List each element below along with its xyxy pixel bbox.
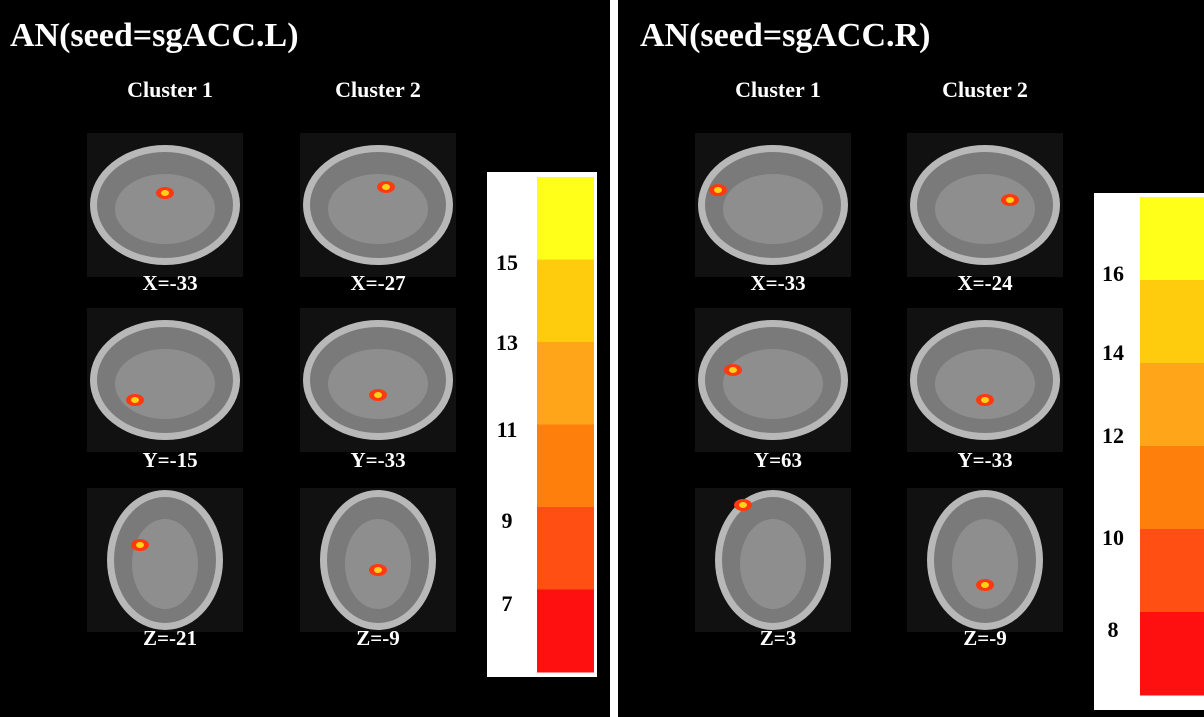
slice-label: Z=-9 xyxy=(963,626,1006,650)
colorbar-tick-label: 15 xyxy=(496,250,518,275)
brain-slice xyxy=(87,133,243,277)
slice-label: Y=-33 xyxy=(957,448,1012,472)
brain-slice xyxy=(300,488,456,632)
brain-inner xyxy=(935,174,1035,244)
cluster-header: Cluster 1 xyxy=(735,77,821,102)
slice-label: X=-24 xyxy=(957,271,1013,295)
activation-core xyxy=(1006,197,1014,203)
colorbar-band xyxy=(1140,280,1204,364)
colorbar-tick-label: 11 xyxy=(497,417,518,442)
brain-inner xyxy=(952,519,1018,609)
brain-slice xyxy=(87,308,243,452)
activation-core xyxy=(131,397,139,403)
colorbar-band xyxy=(1140,363,1204,447)
slice-label: Y=-15 xyxy=(142,448,197,472)
slice-label: Y=63 xyxy=(754,448,802,472)
activation-core xyxy=(729,367,737,373)
colorbar-band xyxy=(537,260,594,343)
activation-core xyxy=(739,502,747,508)
figure: AN(seed=sgACC.L) Cluster 1 Cluster 2 X=-33 X… xyxy=(0,0,1204,717)
colorbar-band xyxy=(537,507,594,590)
brain-slice xyxy=(695,488,851,632)
activation-core xyxy=(981,582,989,588)
brain-slice xyxy=(907,308,1063,452)
colorbar-tick-label: 8 xyxy=(1108,617,1119,642)
cluster-header: Cluster 1 xyxy=(127,77,213,102)
panel-title: AN(seed=sgACC.R) xyxy=(640,17,930,54)
activation-core xyxy=(981,397,989,403)
brain-slice xyxy=(695,308,851,452)
colorbar-tick-label: 10 xyxy=(1102,525,1124,550)
colorbar-band xyxy=(537,342,594,425)
colorbar-band xyxy=(537,425,594,508)
panel-title: AN(seed=sgACC.L) xyxy=(10,17,299,54)
brain-inner xyxy=(723,174,823,244)
brain-inner xyxy=(723,349,823,419)
activation-core xyxy=(374,392,382,398)
activation-core xyxy=(161,190,169,196)
colorbar-tick-label: 7 xyxy=(502,591,513,616)
activation-core xyxy=(714,187,722,193)
brain-slice xyxy=(300,133,456,277)
brain-slice xyxy=(695,133,851,277)
brain-slice xyxy=(907,488,1063,632)
brain-slice xyxy=(907,133,1063,277)
activation-core xyxy=(382,184,390,190)
colorbar-band xyxy=(537,590,594,673)
slice-label: Z=-21 xyxy=(143,626,197,650)
colorbar-band xyxy=(1140,197,1204,281)
slice-label: Z=-9 xyxy=(356,626,399,650)
brain-inner xyxy=(740,519,806,609)
cluster-header: Cluster 2 xyxy=(335,77,421,102)
slice-label: Y=-33 xyxy=(350,448,405,472)
colorbar-band xyxy=(537,177,594,260)
brain-inner xyxy=(115,174,215,244)
colorbar-tick-label: 9 xyxy=(502,508,513,533)
cluster-header: Cluster 2 xyxy=(942,77,1028,102)
brain-inner xyxy=(132,519,198,609)
brain-slice xyxy=(300,308,456,452)
slice-label: X=-27 xyxy=(350,271,405,295)
colorbar-tick-label: 16 xyxy=(1102,261,1124,286)
slice-label: Z=3 xyxy=(760,626,796,650)
colorbar-band xyxy=(1140,529,1204,613)
brain-slice xyxy=(87,488,243,632)
colorbar-band xyxy=(1140,612,1204,696)
colorbar-tick-label: 13 xyxy=(496,330,518,355)
brain-inner xyxy=(328,349,428,419)
activation-core xyxy=(136,542,144,548)
slice-label: X=-33 xyxy=(750,271,805,295)
colorbar-tick-label: 12 xyxy=(1102,423,1124,448)
colorbar-band xyxy=(1140,446,1204,530)
brain-inner xyxy=(935,349,1035,419)
activation-core xyxy=(374,567,382,573)
brain-inner xyxy=(115,349,215,419)
colorbar-tick-label: 14 xyxy=(1102,340,1124,365)
slice-label: X=-33 xyxy=(142,271,197,295)
